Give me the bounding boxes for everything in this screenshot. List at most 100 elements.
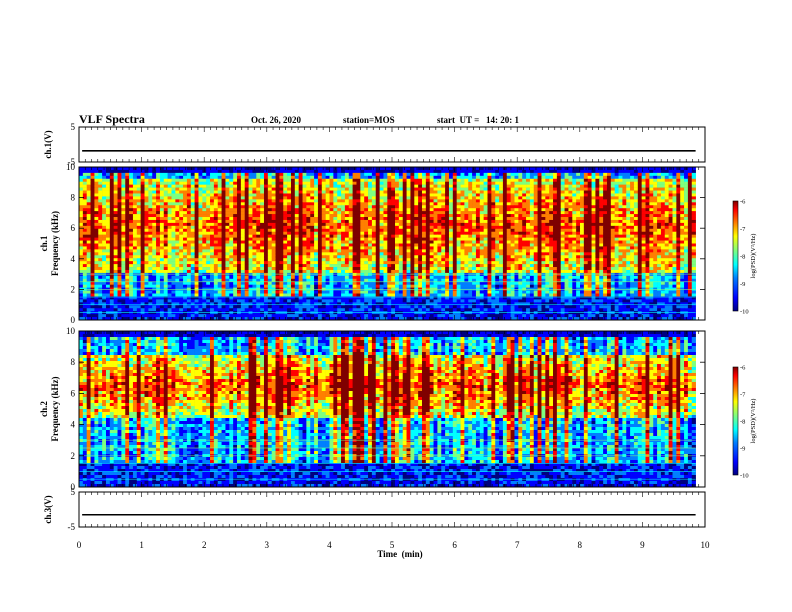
ch1-spectrogram-cell [98, 208, 102, 211]
ch1-spectrogram-cell [599, 208, 603, 211]
ch1-spectrogram-cell [225, 229, 229, 232]
ch1-spectrogram-cell [407, 188, 411, 191]
ch1-spectrogram-cell [395, 170, 399, 173]
ch1-spectrogram-cell [314, 217, 318, 220]
ch1-spectrogram-cell [530, 226, 534, 229]
ch1-spectrogram-cell [688, 199, 692, 202]
ch1-spectrogram-cell [626, 191, 630, 194]
ch1-spectrogram-cell [545, 214, 549, 217]
ch1-spectrogram-cell [214, 193, 218, 196]
ch1-spectrogram-cell [249, 208, 253, 211]
ch1-spectrogram-cell [592, 214, 596, 217]
ch1-spectrogram-cell [642, 205, 646, 208]
ch1-spectrogram-cell [252, 249, 256, 252]
ch1-spectrogram-cell [545, 229, 549, 232]
ch1-spectrogram-cell [630, 214, 634, 217]
ch1-spectrogram-cell [245, 185, 249, 188]
ch1-spectrogram-cell [121, 196, 125, 199]
ch1-spectrogram-cell [503, 246, 507, 249]
ch1-spectrogram-cell [341, 208, 345, 211]
ch1-spectrogram-cell [568, 193, 572, 196]
ch1-spectrogram-cell [276, 246, 280, 249]
ch1-spectrogram-cell [514, 211, 518, 214]
ch1-spectrogram-cell [692, 238, 696, 241]
ch1-spectrogram-cell [599, 214, 603, 217]
ch1-spectrogram-cell [148, 232, 152, 235]
ch1-spectrogram-cell [383, 235, 387, 238]
ch1-spectrogram-cell [110, 199, 114, 202]
ch1-spectrogram-cell [133, 214, 137, 217]
ch1-spectrogram-cell [653, 182, 657, 185]
ch1-spectrogram-cell [306, 232, 310, 235]
ch1-spectrogram-cell [680, 179, 684, 182]
ch1-spectrogram-cell [322, 196, 326, 199]
ch1-spectrogram-cell [599, 226, 603, 229]
ch1-spectrogram-cell [526, 235, 530, 238]
ch1-spectrogram-cell [295, 238, 299, 241]
ch1-spectrogram-cell [83, 235, 87, 238]
ch1-spectrogram-cell [526, 252, 530, 255]
ch1-spectrogram-cell [561, 223, 565, 226]
ch1-spectrogram-cell [464, 199, 468, 202]
ch1-spectrogram-cell [661, 241, 665, 244]
ch1-spectrogram-cell [526, 217, 530, 220]
ch1-spectrogram-cell [607, 220, 611, 223]
ch1-spectrogram-cell [195, 205, 199, 208]
ch1-spectrogram-cell [418, 229, 422, 232]
ch1-spectrogram-cell [410, 191, 414, 194]
ch1-spectrogram-cell [264, 217, 268, 220]
ch1-spectrogram-cell [607, 249, 611, 252]
ch1-spectrogram-cell [171, 193, 175, 196]
ch1-spectrogram-cell [310, 217, 314, 220]
ch1-spectrogram-cell [179, 223, 183, 226]
ch1-spectrogram-cell [160, 252, 164, 255]
ch1-spectrogram-cell [634, 185, 638, 188]
ch1-spectrogram-cell [337, 193, 341, 196]
ch1-spectrogram-cell [353, 185, 357, 188]
ch1-spectrogram-cell [333, 185, 337, 188]
ch1-spectrogram-cell [518, 191, 522, 194]
ch1-spectrogram-cell [349, 199, 353, 202]
ch1-spectrogram-cell [488, 223, 492, 226]
ch1-spectrogram-cell [145, 246, 149, 249]
ch1-spectrogram-cell [595, 182, 599, 185]
ch1-spectrogram-cell [91, 170, 95, 173]
ch1-spectrogram-cell [333, 199, 337, 202]
ch1-spectrogram-cell [507, 188, 511, 191]
ch1-spectrogram-cell [276, 205, 280, 208]
ch1-spectrogram-cell [133, 188, 137, 191]
ch1-spectrogram-cell [495, 232, 499, 235]
ch1-spectrogram-cell [106, 208, 110, 211]
ch1-spectrogram-cell [518, 182, 522, 185]
ch1-spectrogram-cell [630, 176, 634, 179]
ch1-spectrogram-cell [291, 241, 295, 244]
ch1-spectrogram-cell [264, 173, 268, 176]
ch1-spectrogram-cell [383, 241, 387, 244]
ch1-spectrogram-cell [503, 196, 507, 199]
ch1-spectrogram-cell [94, 188, 98, 191]
ch1-spectrogram-cell [360, 214, 364, 217]
ch1-spectrogram-cell [480, 193, 484, 196]
ch1-spectrogram-cell [684, 185, 688, 188]
ch1-spectrogram-cell [649, 196, 653, 199]
ch1-spectrogram-cell [441, 238, 445, 241]
ch1-spectrogram-cell [233, 205, 237, 208]
ch1-spectrogram-cell [407, 173, 411, 176]
ch1-spectrogram-cell [114, 173, 118, 176]
ch1-spectrogram-cell [387, 208, 391, 211]
ch1-spectrogram-cell [649, 176, 653, 179]
ch1-spectrogram-cell [407, 229, 411, 232]
ch1-spectrogram-cell [395, 193, 399, 196]
ch1-spectrogram-cell [391, 223, 395, 226]
ch1-spectrogram-cell [353, 193, 357, 196]
ch1-spectrogram-cell [133, 232, 137, 235]
ch1-spectrogram-cell [175, 202, 179, 205]
ch1-spectrogram-cell [349, 235, 353, 238]
ch1-spectrogram-cell [607, 252, 611, 255]
ch1-spectrogram-cell [476, 179, 480, 182]
ch1-spectrogram-cell [491, 229, 495, 232]
ch1-spectrogram-cell [368, 249, 372, 252]
ch1-spectrogram-cell [622, 199, 626, 202]
ch1-spectrogram-cell [183, 179, 187, 182]
ch1-spectrogram-cell [541, 179, 545, 182]
